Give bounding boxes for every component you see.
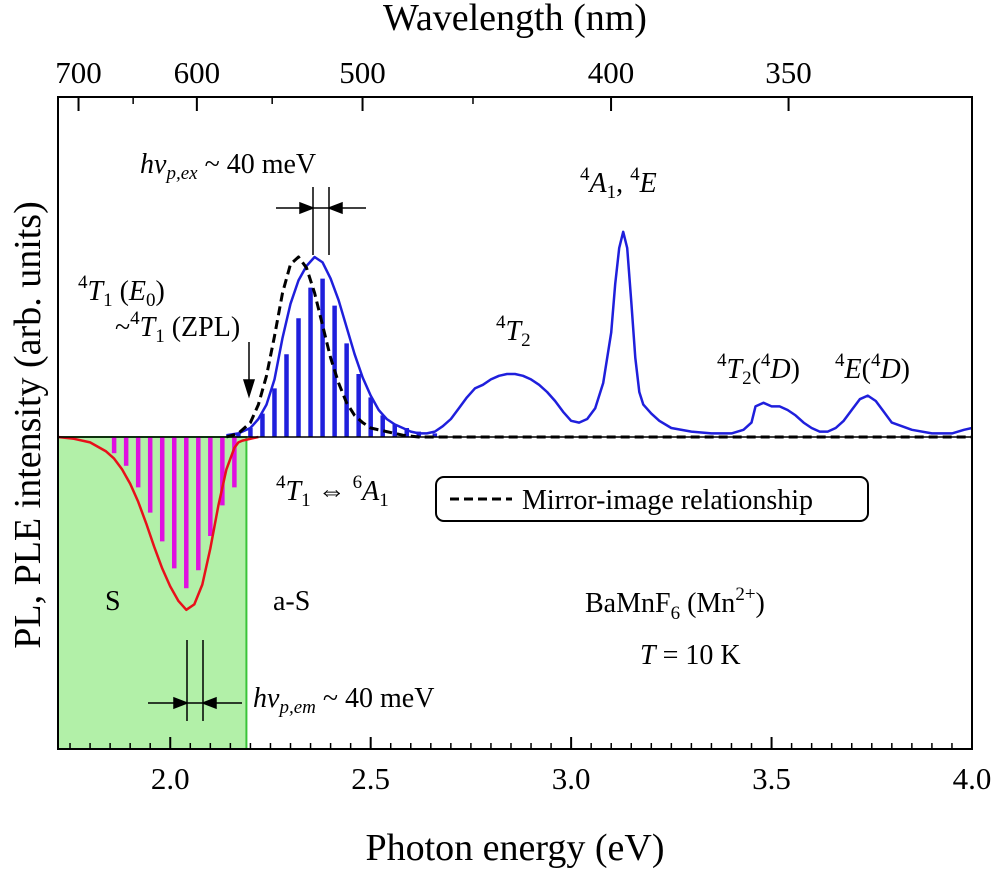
peak-label-4E-4D: 4E(4D) bbox=[835, 350, 910, 385]
sample-label: BaMnF6 (Mn2+) bbox=[585, 584, 765, 624]
top-ticks: 700 600 500 400 350 bbox=[55, 55, 812, 111]
x-axis-label: Photon energy (eV) bbox=[365, 827, 664, 869]
top-axis-label: Wavelength (nm) bbox=[383, 0, 647, 39]
x-tick-label: 2.0 bbox=[151, 761, 190, 796]
top-tick-label: 500 bbox=[339, 55, 386, 90]
peak-label-4T2-4D: 4T2(4D) bbox=[717, 350, 800, 389]
legend-box bbox=[435, 476, 869, 522]
zpl-label-line1: 4T1 (E0) bbox=[78, 272, 165, 311]
zpl-arrow bbox=[242, 342, 256, 399]
pl-width-marker bbox=[148, 640, 242, 721]
top-tick-label: 350 bbox=[765, 55, 812, 90]
ple-curve bbox=[226, 230, 973, 437]
pl-width-label: hνp,em ~ 40 meV bbox=[253, 683, 434, 718]
x-tick-label: 4.0 bbox=[953, 761, 992, 796]
transition-label: 4T1 ⇔ 6A1 bbox=[276, 472, 389, 511]
peak-label-4T2: 4T2 bbox=[496, 312, 531, 351]
legend-label: Mirror-image relationship bbox=[522, 485, 813, 516]
anti-stokes-label: a-S bbox=[273, 586, 310, 617]
x-ticks: 2.0 2.5 3.0 3.5 4.0 bbox=[69, 737, 992, 796]
ple-width-marker bbox=[276, 187, 366, 255]
x-tick-label: 3.5 bbox=[752, 761, 791, 796]
temperature-label: T = 10 K bbox=[640, 640, 741, 671]
plot-frame bbox=[57, 96, 973, 750]
top-tick-label: 700 bbox=[55, 55, 102, 90]
mirror-image-curve bbox=[225, 255, 972, 439]
peak-label-4A1-4E: 4A1, 4E bbox=[580, 164, 657, 203]
pl-curve bbox=[57, 435, 259, 612]
top-tick-label: 600 bbox=[174, 55, 221, 90]
ple-width-label: hνp,ex ~ 40 meV bbox=[140, 149, 316, 184]
x-tick-label: 2.5 bbox=[351, 761, 390, 796]
stokes-label: S bbox=[105, 586, 121, 617]
x-tick-label: 3.0 bbox=[552, 761, 591, 796]
y-axis-label: PL, PLE intensity (arb. units) bbox=[7, 201, 49, 649]
stick-spectra bbox=[111, 278, 438, 589]
zpl-label-line2: ~4T1 (ZPL) bbox=[115, 308, 240, 347]
legend: Mirror-image relationship bbox=[435, 476, 869, 522]
top-tick-label: 400 bbox=[588, 55, 635, 90]
